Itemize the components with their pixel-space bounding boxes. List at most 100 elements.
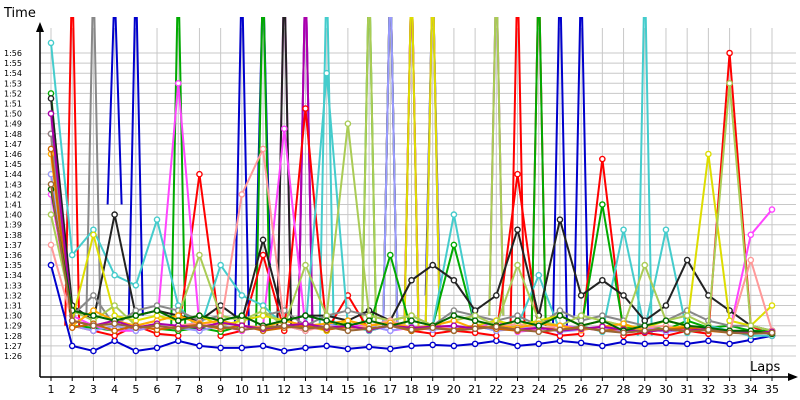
x-tick-label: 5 xyxy=(132,383,139,396)
data-point xyxy=(683,328,691,336)
series xyxy=(47,261,776,355)
y-tick-label: 1:30 xyxy=(4,312,22,321)
data-point xyxy=(641,261,649,269)
data-point xyxy=(662,226,670,234)
x-tick-label: 21 xyxy=(468,383,482,396)
y-tick-label: 1:26 xyxy=(4,352,22,361)
data-point xyxy=(599,342,606,350)
data-point xyxy=(768,329,776,337)
data-point xyxy=(47,180,55,188)
data-point xyxy=(556,326,564,334)
data-point xyxy=(90,231,97,239)
data-point xyxy=(365,325,373,333)
data-point xyxy=(344,307,352,314)
data-point xyxy=(323,323,330,331)
data-point xyxy=(153,216,161,223)
y-tick-label: 1:29 xyxy=(4,322,22,331)
data-point xyxy=(280,322,288,330)
data-point xyxy=(174,325,182,333)
data-point xyxy=(302,261,309,269)
data-point xyxy=(68,251,76,259)
y-tick-label: 1:27 xyxy=(4,342,22,351)
data-point xyxy=(302,105,309,112)
x-tick-label: 28 xyxy=(617,383,631,396)
data-point xyxy=(111,327,118,335)
series-spike xyxy=(170,17,187,326)
data-point xyxy=(323,69,330,77)
y-tick-label: 1:53 xyxy=(4,79,22,88)
data-point xyxy=(196,322,203,330)
data-point xyxy=(259,324,267,332)
data-point xyxy=(174,80,182,87)
data-point xyxy=(429,261,437,269)
data-point xyxy=(641,327,649,335)
y-tick-label: 1:45 xyxy=(4,160,22,169)
y-tick-label: 1:50 xyxy=(4,110,22,119)
data-point xyxy=(47,39,55,47)
x-tick-label: 9 xyxy=(217,383,224,396)
y-tick-label: 1:49 xyxy=(4,120,22,129)
x-tick-label: 31 xyxy=(680,383,694,396)
y-tick-label: 1:37 xyxy=(4,241,22,250)
data-point xyxy=(577,292,585,299)
x-tick-label: 19 xyxy=(426,383,440,396)
y-tick-label: 1:43 xyxy=(4,180,22,189)
data-point xyxy=(302,325,309,333)
x-tick-label: 20 xyxy=(447,383,461,396)
data-point xyxy=(217,302,224,309)
series-spike xyxy=(573,17,590,316)
x-tick-label: 25 xyxy=(553,383,567,396)
data-point xyxy=(47,145,55,153)
y-tick-label: 1:38 xyxy=(4,231,22,240)
x-tick-label: 23 xyxy=(511,383,525,396)
series-spike xyxy=(233,17,250,326)
data-point xyxy=(323,317,330,324)
data-point xyxy=(514,261,521,269)
series-spike xyxy=(509,17,526,326)
data-point xyxy=(514,317,521,324)
y-tick-label: 1:36 xyxy=(4,251,22,260)
x-tick-label: 22 xyxy=(489,383,503,396)
data-point xyxy=(153,322,161,330)
data-point xyxy=(726,340,733,348)
data-point xyxy=(111,211,118,218)
data-point xyxy=(238,312,246,319)
y-tick-label: 1:34 xyxy=(4,271,22,280)
data-point xyxy=(641,340,649,348)
data-point xyxy=(556,216,564,223)
data-point xyxy=(47,95,55,102)
data-point xyxy=(705,337,712,345)
data-point xyxy=(259,145,267,153)
x-tick-label: 24 xyxy=(532,383,546,396)
data-point xyxy=(535,322,543,330)
series-spike xyxy=(127,17,144,316)
y-tick-label: 1:56 xyxy=(4,49,22,58)
data-point xyxy=(514,170,521,178)
y-tick-label: 1:48 xyxy=(4,130,22,139)
data-point xyxy=(450,342,458,350)
data-point xyxy=(493,292,500,299)
data-point xyxy=(450,327,458,335)
data-point xyxy=(662,317,670,324)
data-point xyxy=(683,340,691,348)
data-point xyxy=(238,326,246,334)
data-point xyxy=(259,236,267,244)
x-tick-label: 12 xyxy=(277,383,291,396)
data-point xyxy=(259,342,267,350)
data-point xyxy=(217,323,224,331)
series-spike xyxy=(551,17,568,326)
x-tick-label: 2 xyxy=(69,383,76,396)
y-tick-label: 1:52 xyxy=(4,89,22,98)
series-spike xyxy=(530,17,547,326)
data-point xyxy=(174,317,182,324)
data-point xyxy=(365,343,373,351)
data-point xyxy=(196,312,203,319)
y-tick-label: 1:41 xyxy=(4,201,22,210)
data-point xyxy=(768,302,776,309)
y-tick-label: 1:46 xyxy=(4,150,22,159)
data-point xyxy=(577,324,585,332)
data-point xyxy=(132,347,140,355)
data-point xyxy=(683,312,691,319)
x-tick-label: 33 xyxy=(723,383,737,396)
